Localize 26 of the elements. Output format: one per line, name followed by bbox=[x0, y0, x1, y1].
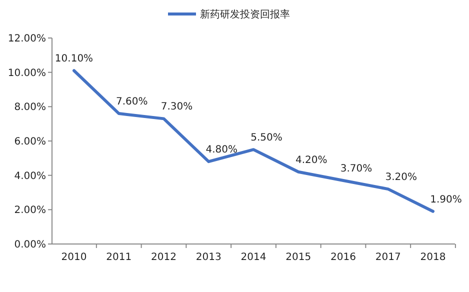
x-tick-label: 2013 bbox=[196, 252, 222, 263]
y-tick-label: 4.00% bbox=[14, 170, 46, 182]
data-label: 3.20% bbox=[385, 172, 418, 184]
data-label: 4.80% bbox=[206, 144, 238, 156]
data-label: 4.20% bbox=[295, 154, 328, 166]
x-tick-label: 2018 bbox=[420, 252, 446, 263]
y-tick-label: 2.00% bbox=[14, 205, 46, 216]
x-tick-label: 2010 bbox=[61, 252, 87, 263]
legend-label: 新药研发投资回报率 bbox=[200, 8, 290, 20]
data-label: 10.10% bbox=[54, 54, 94, 65]
y-tick-label: 8.00% bbox=[14, 102, 46, 114]
data-label: 3.70% bbox=[340, 163, 372, 174]
data-label: 1.90% bbox=[430, 194, 462, 206]
y-tick-label: 6.00% bbox=[14, 136, 46, 148]
data-label: 7.30% bbox=[160, 102, 193, 113]
data-label: 5.50% bbox=[250, 132, 282, 144]
x-tick-label: 2012 bbox=[151, 252, 176, 263]
x-tick-label: 2015 bbox=[286, 252, 312, 263]
x-tick-label: 2016 bbox=[330, 252, 356, 263]
y-tick-label: 0.00% bbox=[14, 240, 46, 250]
y-tick-label: 10.00% bbox=[8, 68, 46, 79]
x-tick-label: 2014 bbox=[240, 252, 266, 263]
x-tick-label: 2017 bbox=[375, 252, 401, 263]
x-tick-label: 2011 bbox=[106, 252, 132, 263]
data-label: 7.60% bbox=[116, 96, 148, 108]
y-tick-label: 12.00% bbox=[8, 34, 46, 44]
